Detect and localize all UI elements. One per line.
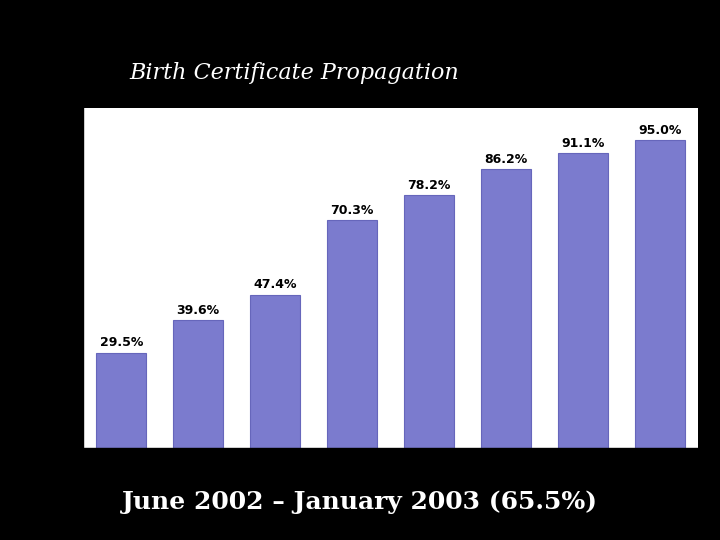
Text: 70.3%: 70.3% xyxy=(330,204,374,217)
Bar xyxy=(635,140,685,448)
Text: 78.2%: 78.2% xyxy=(408,179,451,192)
Text: 39.6%: 39.6% xyxy=(176,303,220,316)
Text: Birth Certificate Propagation: Birth Certificate Propagation xyxy=(130,62,459,84)
Bar xyxy=(96,353,146,448)
Text: 29.5%: 29.5% xyxy=(99,336,143,349)
Text: 91.1%: 91.1% xyxy=(562,137,605,150)
Bar xyxy=(404,195,454,448)
Text: 86.2%: 86.2% xyxy=(485,153,528,166)
Bar xyxy=(250,295,300,448)
Bar xyxy=(481,169,531,448)
Text: 47.4%: 47.4% xyxy=(253,279,297,292)
Bar xyxy=(174,320,223,448)
Text: June 2002 – January 2003 (65.5%): June 2002 – January 2003 (65.5%) xyxy=(122,490,598,514)
Bar xyxy=(327,220,377,448)
Text: 95.0%: 95.0% xyxy=(638,124,682,137)
Bar xyxy=(558,153,608,448)
